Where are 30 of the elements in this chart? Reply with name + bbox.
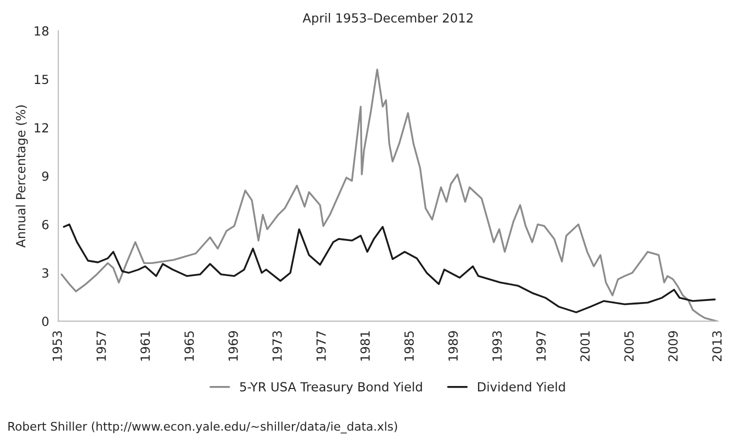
chart-title: April 1953–December 2012 <box>302 12 473 26</box>
legend-label: Dividend Yield <box>478 382 565 392</box>
x-tick-label: 1973 <box>272 331 282 361</box>
x-tick-label: 1989 <box>448 331 458 361</box>
x-tick-label: 2001 <box>580 331 590 362</box>
y-tick-label: 18 <box>34 26 48 36</box>
y-tick-label: 15 <box>34 74 48 84</box>
x-tick-label: 1957 <box>96 331 106 361</box>
x-tick-label: 1985 <box>404 331 414 361</box>
y-tick-label: 6 <box>42 220 49 230</box>
text: Robert Shiller (http://www.econ.yale.edu/~shiller/data/ie_data.xls) <box>8 422 398 434</box>
y-axis-title: Annual Percentage (%) <box>16 105 28 248</box>
x-tick-label: 1993 <box>492 331 502 361</box>
x-tick-label: 1977 <box>316 331 326 361</box>
line-series <box>62 223 716 314</box>
x-tick-label: 1965 <box>184 331 194 361</box>
x-tick-label: 1981 <box>360 331 370 361</box>
x-tick-label: 1961 <box>140 331 150 361</box>
x-tick-label: 1997 <box>536 331 546 361</box>
y-tick-label: 3 <box>42 268 48 278</box>
x-tick-label: 2005 <box>624 331 634 362</box>
x-tick-label: 2009 <box>668 331 678 362</box>
y-tick-label: 9 <box>42 171 48 181</box>
x-tick-label: 1953 <box>52 331 62 361</box>
x-tick-label: 2013 <box>712 331 722 362</box>
y-tick-label: 0 <box>42 316 48 326</box>
line-series <box>60 68 718 322</box>
legend-label: 5-YR USA Treasury Bond Yield <box>240 382 422 394</box>
y-tick-label: 12 <box>34 123 48 132</box>
x-tick-label: 1969 <box>228 331 238 361</box>
